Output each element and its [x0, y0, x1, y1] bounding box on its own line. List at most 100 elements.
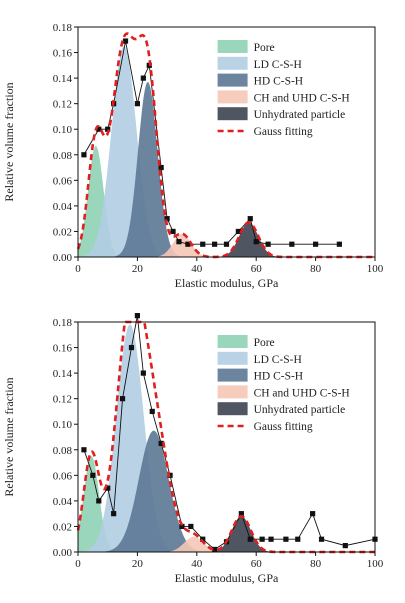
data-marker [105, 126, 111, 132]
legend-label: Gauss fitting [254, 126, 313, 138]
legend-label: Pore [254, 42, 275, 54]
legend-label: Unhydrated particle [254, 404, 346, 416]
data-marker [238, 511, 244, 517]
data-marker [253, 239, 259, 245]
x-tick-label: 80 [310, 558, 322, 570]
x-axis-label: Elastic modulus, GPa [175, 571, 279, 585]
y-tick-label: 0.18 [53, 22, 73, 34]
data-marker [179, 523, 185, 530]
x-tick-label: 0 [75, 263, 81, 275]
data-marker [268, 536, 274, 542]
peak-hd-c-s-h [78, 430, 375, 552]
data-marker [318, 536, 325, 542]
data-marker [158, 440, 164, 446]
data-marker [188, 523, 194, 530]
data-marker [176, 239, 182, 245]
data-marker [289, 241, 295, 247]
legend-swatch [217, 351, 248, 365]
data-marker [96, 126, 102, 132]
data-marker [223, 241, 230, 247]
y-tick-label: 0.06 [53, 175, 73, 187]
data-marker [185, 241, 191, 247]
x-tick-label: 40 [191, 558, 203, 570]
chart-bottom: 0 20 40 60 80 100 0.00 0.02 0.04 0.06 0.08 0.10 0.12… [2, 313, 384, 585]
plot-frame [77, 26, 376, 258]
y-tick-label: 0.16 [53, 343, 73, 355]
legend-label: CH and UHD C-S-H [254, 92, 350, 104]
data-marker [247, 216, 253, 222]
y-tick-label: 0.14 [53, 73, 73, 85]
legend-swatch [217, 385, 248, 399]
legend-label: Pore [254, 337, 275, 349]
legend-label: HD C-S-H [254, 76, 304, 88]
chart-top: 0 20 40 60 80 100 0.00 0.02 0.04 0.06 0.08 0.10 0.12… [2, 22, 384, 290]
data-marker [212, 546, 218, 553]
legend-label: LD C-S-H [254, 59, 302, 71]
peak-ld-c-s-h [78, 46, 375, 257]
legend-swatch [217, 73, 248, 87]
data-marker [295, 536, 301, 542]
legend-label: Gauss fitting [254, 421, 313, 433]
data-marker [149, 408, 155, 415]
legend-label: HD C-S-H [254, 371, 304, 383]
legend-label: LD C-S-H [254, 354, 302, 366]
y-tick-label: 0.10 [53, 124, 73, 136]
legend-swatch [217, 90, 248, 104]
data-marker [111, 511, 117, 517]
data-marker [81, 447, 87, 453]
data-marker [313, 241, 319, 247]
data-marker [336, 241, 342, 247]
legend-swatch [217, 402, 248, 416]
data-marker [283, 536, 289, 542]
y-tick-label: 0.10 [53, 419, 73, 431]
legend-swatch [217, 40, 248, 53]
data-marker [122, 38, 129, 44]
data-marker [140, 370, 146, 376]
legend-swatch [217, 107, 248, 121]
legend-label: Unhydrated particle [254, 109, 346, 121]
x-tick-label: 60 [251, 263, 263, 275]
peak-hd-c-s-h [78, 81, 375, 257]
data-marker [134, 101, 140, 107]
legend-label: CH and UHD C-S-H [254, 387, 350, 399]
y-tick-label: 0.04 [53, 496, 73, 508]
x-tick-label: 20 [132, 263, 144, 275]
data-marker [200, 241, 206, 247]
y-axis-label: Relative volume fraction [2, 377, 16, 496]
data-marker [96, 498, 102, 504]
data-marker [170, 228, 176, 235]
legend-swatch [217, 368, 248, 382]
data-marker [200, 536, 206, 542]
peak-unhydrated-particle [78, 516, 375, 552]
data-marker [90, 472, 96, 478]
data-marker [81, 152, 87, 158]
x-tick-label: 0 [75, 558, 81, 570]
data-marker [105, 485, 111, 491]
data-marker [128, 344, 135, 351]
data-marker [265, 241, 271, 247]
x-tick-label: 20 [132, 558, 144, 570]
y-tick-label: 0.08 [53, 445, 73, 457]
y-tick-label: 0.12 [53, 394, 72, 406]
y-tick-label: 0.14 [53, 368, 73, 380]
y-tick-label: 0.12 [53, 99, 72, 111]
y-tick-label: 0.00 [53, 252, 73, 264]
x-tick-label: 100 [367, 558, 384, 570]
gauss-fit-line [76, 32, 375, 259]
data-marker [310, 511, 316, 517]
y-axis-label: Relative volume fraction [2, 82, 16, 201]
x-tick-label: 100 [367, 263, 384, 275]
data-marker [212, 241, 218, 247]
y-tick-label: 0.06 [53, 470, 73, 482]
y-tick-label: 0.16 [53, 48, 73, 60]
data-marker [140, 75, 146, 81]
y-tick-label: 0.08 [53, 150, 73, 162]
legend-swatch [217, 335, 248, 348]
plot-frame [77, 321, 376, 553]
x-tick-label: 40 [191, 263, 203, 275]
y-tick-label: 0.04 [53, 201, 73, 213]
y-tick-label: 0.00 [53, 547, 73, 559]
y-tick-label: 0.02 [53, 521, 72, 533]
data-marker [342, 543, 348, 549]
legend-swatch [217, 56, 248, 70]
